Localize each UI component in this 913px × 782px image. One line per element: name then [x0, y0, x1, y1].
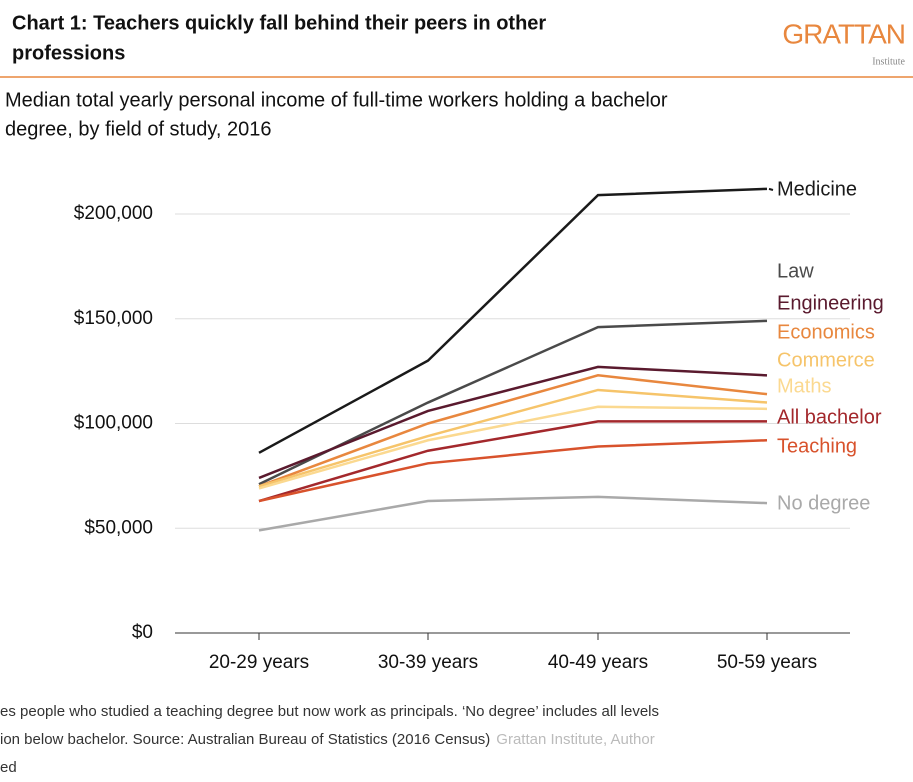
series-line: [258, 420, 767, 503]
series-line: [258, 187, 768, 454]
series-label: Maths: [777, 375, 831, 397]
y-tick-label: $0: [132, 622, 153, 643]
series-label: No degree: [777, 492, 870, 514]
series-label: Medicine: [777, 178, 857, 200]
label-leader: [768, 187, 774, 191]
subtitle: Median total yearly personal income of f…: [5, 89, 668, 111]
footnote-source: Grattan Institute, Author: [496, 731, 654, 748]
x-tick-label: 30-39 years: [378, 652, 478, 673]
y-tick-label: $200,000: [74, 203, 153, 224]
series-label: Teaching: [777, 435, 857, 457]
logo: GRATTAN: [782, 18, 905, 49]
footnote: es people who studied a teaching degree …: [0, 703, 659, 720]
series-line: [258, 319, 768, 486]
series-line: [258, 374, 768, 488]
series-label: Economics: [777, 321, 875, 343]
y-tick-label: $100,000: [74, 413, 153, 434]
series-label: All bachelor: [777, 406, 882, 428]
series-label: Engineering: [777, 292, 884, 314]
x-tick-label: 50-59 years: [717, 652, 817, 673]
title: professions: [12, 42, 125, 64]
series-line: [258, 439, 768, 503]
series-line: [258, 388, 768, 488]
series-label: Law: [777, 260, 814, 282]
series-label: Commerce: [777, 349, 875, 371]
footnote: ion below bachelor. Source: Australian B…: [0, 731, 490, 748]
x-tick-label: 20-29 years: [209, 652, 309, 673]
y-tick-label: $50,000: [84, 517, 153, 538]
footnote: ed: [0, 759, 17, 776]
series-line: [258, 365, 768, 480]
series-line: [258, 405, 768, 490]
y-tick-label: $150,000: [74, 308, 153, 329]
title: Chart 1: Teachers quickly fall behind th…: [12, 12, 546, 34]
series-line: [258, 495, 768, 532]
x-tick-label: 40-49 years: [548, 652, 648, 673]
subtitle: degree, by field of study, 2016: [5, 118, 271, 140]
logo-sub: Institute: [872, 56, 905, 67]
